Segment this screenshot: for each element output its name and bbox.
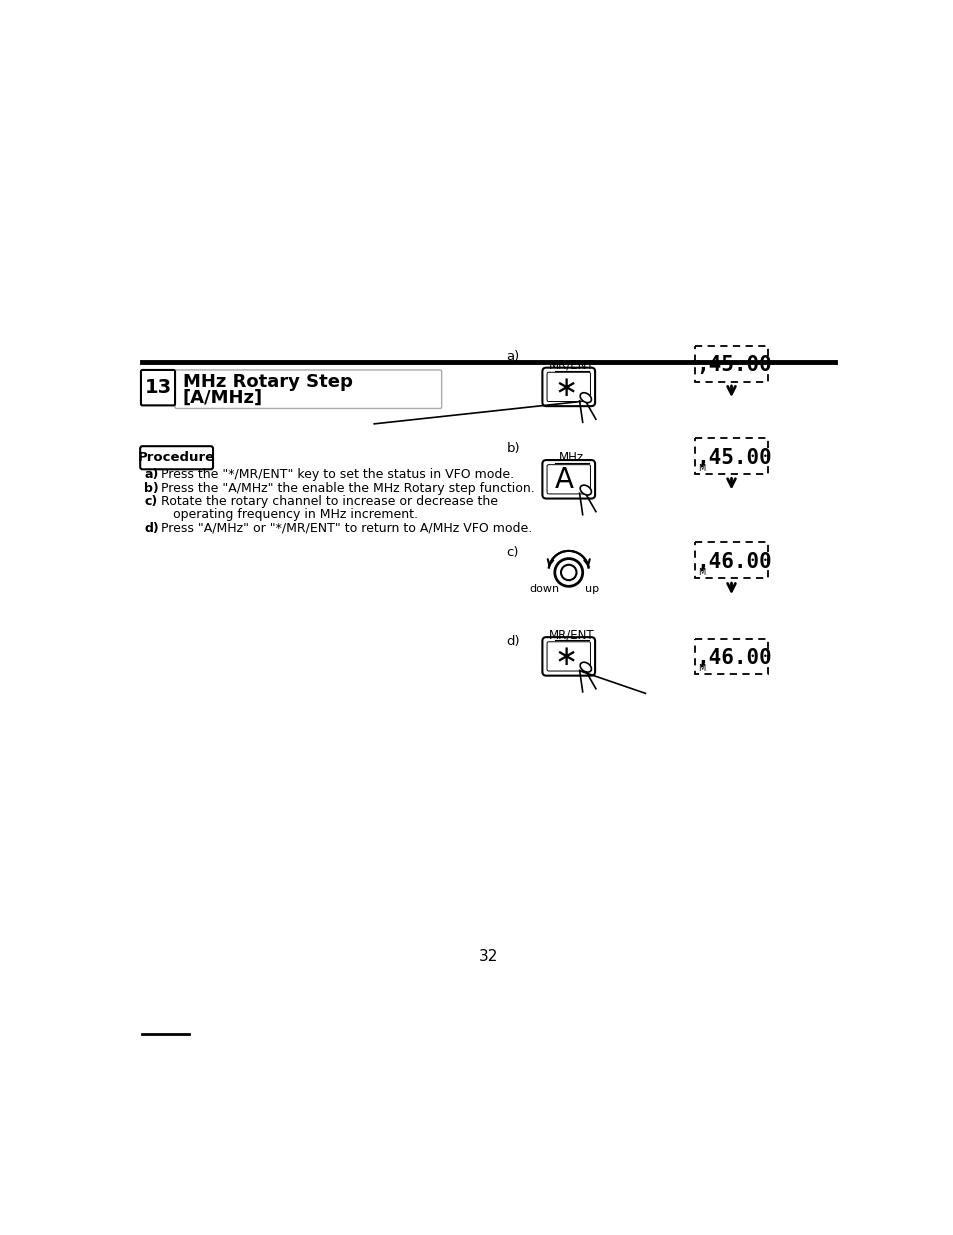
Text: M: M xyxy=(698,568,705,577)
Text: MR/ENT: MR/ENT xyxy=(549,629,594,641)
Text: b): b) xyxy=(144,482,158,494)
Text: [A/MHz]: [A/MHz] xyxy=(183,389,263,406)
FancyBboxPatch shape xyxy=(542,368,595,406)
Text: Press the "A/MHz" the enable the MHz Rotary step function.: Press the "A/MHz" the enable the MHz Rot… xyxy=(161,482,535,494)
Text: Procedure: Procedure xyxy=(138,451,215,464)
Text: down: down xyxy=(528,584,558,594)
Text: Rotate the rotary channel to increase or decrease the: Rotate the rotary channel to increase or… xyxy=(161,495,497,509)
Text: d): d) xyxy=(506,635,519,647)
Ellipse shape xyxy=(579,485,591,495)
Text: MHz Rotary Step: MHz Rotary Step xyxy=(183,373,353,390)
FancyBboxPatch shape xyxy=(694,542,767,578)
Text: M: M xyxy=(698,664,705,673)
Text: 13: 13 xyxy=(144,378,172,398)
Text: MR/ENT: MR/ENT xyxy=(549,359,594,372)
Text: ∗: ∗ xyxy=(554,374,577,401)
Text: operating frequency in MHz increment.: operating frequency in MHz increment. xyxy=(161,508,417,521)
Text: M: M xyxy=(698,464,705,473)
FancyBboxPatch shape xyxy=(141,370,174,405)
FancyBboxPatch shape xyxy=(694,438,767,474)
FancyBboxPatch shape xyxy=(542,461,595,499)
Text: c): c) xyxy=(506,546,518,559)
Text: ,46.00: ,46.00 xyxy=(696,552,771,572)
FancyBboxPatch shape xyxy=(174,370,441,409)
FancyBboxPatch shape xyxy=(546,642,590,671)
Ellipse shape xyxy=(579,393,591,403)
Text: Press the "*/MR/ENT" key to set the status in VFO mode.: Press the "*/MR/ENT" key to set the stat… xyxy=(161,468,514,480)
Circle shape xyxy=(555,558,582,587)
Text: 32: 32 xyxy=(478,950,498,965)
Text: ,46.00: ,46.00 xyxy=(696,648,771,668)
Ellipse shape xyxy=(579,662,591,672)
Circle shape xyxy=(560,564,576,580)
Text: a): a) xyxy=(506,350,519,363)
Text: ,45.00: ,45.00 xyxy=(696,448,771,468)
FancyBboxPatch shape xyxy=(694,638,767,674)
Text: d): d) xyxy=(144,521,158,535)
FancyBboxPatch shape xyxy=(546,464,590,494)
FancyBboxPatch shape xyxy=(694,346,767,382)
Text: up: up xyxy=(584,584,598,594)
Text: ,45.00: ,45.00 xyxy=(696,356,771,375)
Text: MHz: MHz xyxy=(558,451,584,464)
FancyBboxPatch shape xyxy=(546,372,590,401)
Text: Press "A/MHz" or "*/MR/ENT" to return to A/MHz VFO mode.: Press "A/MHz" or "*/MR/ENT" to return to… xyxy=(161,521,532,535)
Text: a): a) xyxy=(144,468,158,480)
Text: ∗: ∗ xyxy=(554,643,577,671)
FancyBboxPatch shape xyxy=(140,446,213,469)
Text: b): b) xyxy=(506,442,519,454)
Text: c): c) xyxy=(144,495,157,509)
FancyBboxPatch shape xyxy=(542,637,595,676)
Text: A: A xyxy=(554,466,573,494)
